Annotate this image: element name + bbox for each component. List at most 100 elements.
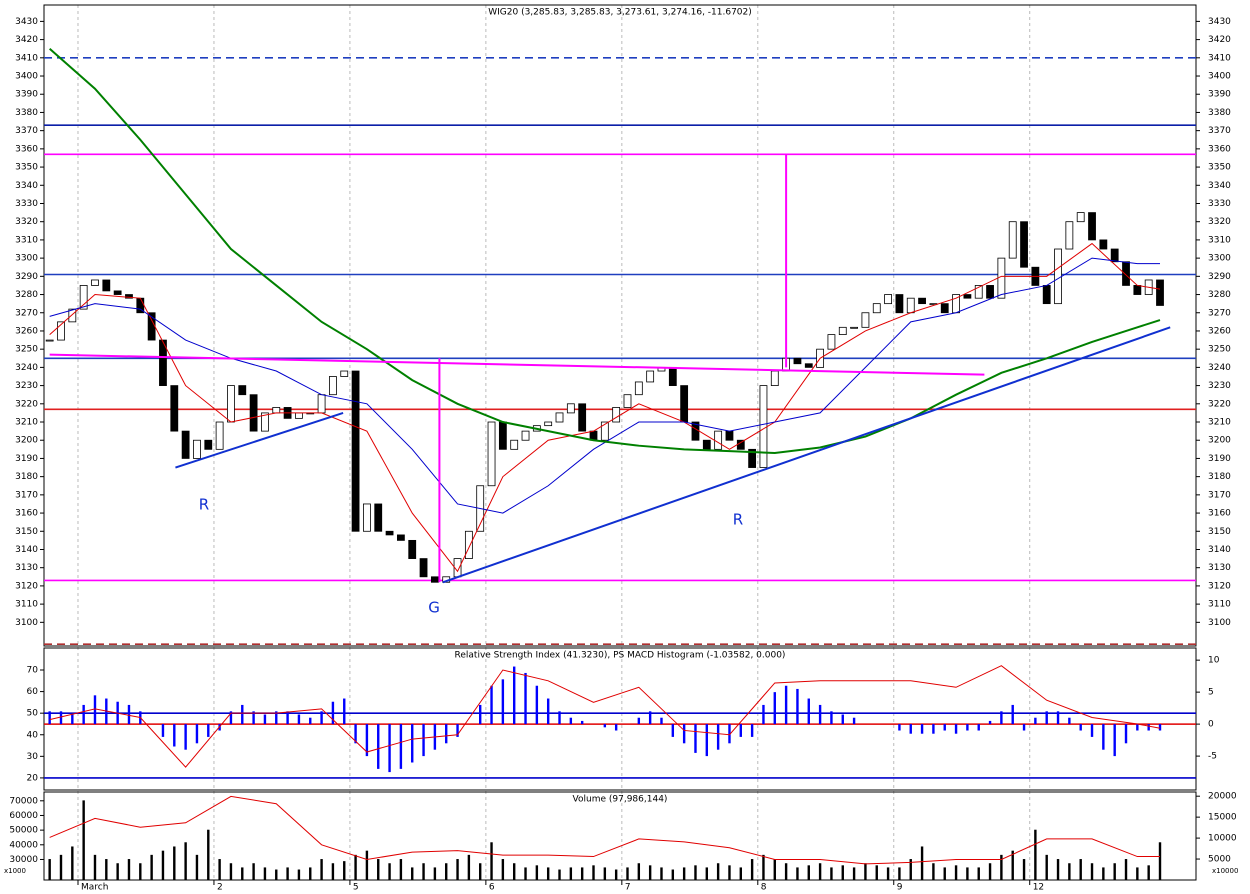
- bar: [977, 724, 980, 731]
- y-tick-label: 3220: [15, 399, 38, 409]
- y-tick-label-right: 3190: [1208, 454, 1231, 464]
- bar: [1090, 863, 1094, 880]
- candle: [79, 285, 88, 310]
- bar: [1113, 724, 1116, 757]
- y-tick-label-right: 3150: [1208, 527, 1231, 537]
- candle: [430, 576, 439, 583]
- bar: [1158, 724, 1162, 731]
- bar: [592, 865, 595, 880]
- candle: [906, 297, 915, 314]
- bar: [1124, 859, 1128, 880]
- y-tick-label-right: 3380: [1208, 108, 1231, 118]
- candle: [759, 385, 768, 468]
- candle: [804, 363, 813, 368]
- y2-tick-label: 10: [1208, 656, 1220, 666]
- candle: [623, 394, 632, 408]
- candle: [193, 439, 201, 459]
- panel-title: WIG20 (3,285.83, 3,285.83, 3,273.61, 3,2…: [488, 8, 752, 18]
- bar: [546, 867, 550, 880]
- bar: [750, 859, 754, 880]
- bar: [660, 867, 663, 880]
- bar: [614, 869, 618, 880]
- y-tick-label: 3230: [15, 381, 38, 391]
- candle: [408, 539, 417, 559]
- bar: [1136, 724, 1139, 731]
- bar: [286, 711, 289, 725]
- bar: [898, 724, 901, 731]
- y-tick-label-right: 3330: [1208, 199, 1231, 209]
- bar: [297, 869, 301, 880]
- y-tick-label-right: 3320: [1208, 217, 1231, 227]
- bar: [161, 724, 165, 737]
- bar: [524, 672, 527, 725]
- bar: [275, 711, 278, 725]
- bar: [411, 724, 414, 763]
- candle: [578, 403, 587, 432]
- y-tick-label: 3380: [15, 108, 38, 118]
- y-tick-label: 60000: [9, 811, 38, 821]
- bar: [331, 701, 335, 725]
- bar: [603, 724, 607, 728]
- y-tick-label-right: 3410: [1208, 53, 1231, 63]
- bar: [762, 854, 765, 880]
- y2-tick-label: -5: [1208, 752, 1217, 762]
- y-tick-label: 3290: [15, 272, 38, 282]
- bar: [728, 865, 731, 880]
- bar: [614, 724, 618, 731]
- candle: [204, 439, 213, 450]
- candle: [1110, 248, 1119, 263]
- bar: [479, 704, 482, 725]
- x-tick-label: 9: [897, 883, 903, 893]
- y-tick-label: 3200: [15, 436, 38, 446]
- bar: [93, 695, 97, 725]
- bar: [1011, 704, 1014, 725]
- candle: [363, 503, 371, 532]
- bar: [920, 846, 924, 880]
- bar: [807, 698, 810, 725]
- bar: [784, 863, 788, 880]
- bar: [331, 863, 335, 880]
- bar: [309, 867, 312, 880]
- bar: [682, 867, 686, 880]
- bar: [898, 867, 901, 880]
- bar: [535, 865, 539, 880]
- y-tick-label: 3410: [15, 53, 38, 63]
- bar: [1124, 724, 1128, 744]
- bar: [932, 724, 935, 734]
- y-tick-label: 3360: [15, 144, 38, 154]
- bar: [286, 867, 289, 880]
- bar: [807, 865, 810, 880]
- bar: [59, 854, 63, 880]
- bar: [173, 724, 176, 747]
- x-tick-label: 8: [761, 883, 767, 893]
- bar: [263, 714, 267, 725]
- bar: [648, 865, 652, 880]
- candle: [612, 407, 621, 423]
- bar: [1034, 717, 1037, 725]
- y-tick-label: 3250: [15, 345, 38, 355]
- bar: [637, 863, 641, 880]
- bar: [195, 854, 199, 880]
- y-tick-label: 3330: [15, 199, 38, 209]
- candle: [668, 366, 677, 386]
- bar: [648, 711, 652, 725]
- y-tick-label: 20: [27, 773, 39, 783]
- y-tick-label: 50000: [9, 826, 38, 836]
- y-tick-label-right: 3140: [1208, 545, 1231, 555]
- bar: [773, 692, 776, 725]
- y-tick-label-right: 3220: [1208, 399, 1231, 409]
- y-tick-label: 70000: [9, 796, 38, 806]
- candle: [555, 412, 564, 423]
- candle: [895, 294, 904, 314]
- bar: [1000, 711, 1003, 725]
- y-tick-label: 3260: [15, 326, 38, 336]
- bar: [943, 867, 946, 880]
- y-tick-label-right: 3160: [1208, 509, 1231, 519]
- bar: [184, 842, 187, 880]
- bar: [841, 865, 844, 880]
- bar: [671, 724, 675, 737]
- bar: [954, 724, 958, 734]
- y-tick-label: 60: [27, 687, 39, 697]
- candle: [227, 385, 235, 423]
- y-tick-label: 3350: [15, 163, 38, 173]
